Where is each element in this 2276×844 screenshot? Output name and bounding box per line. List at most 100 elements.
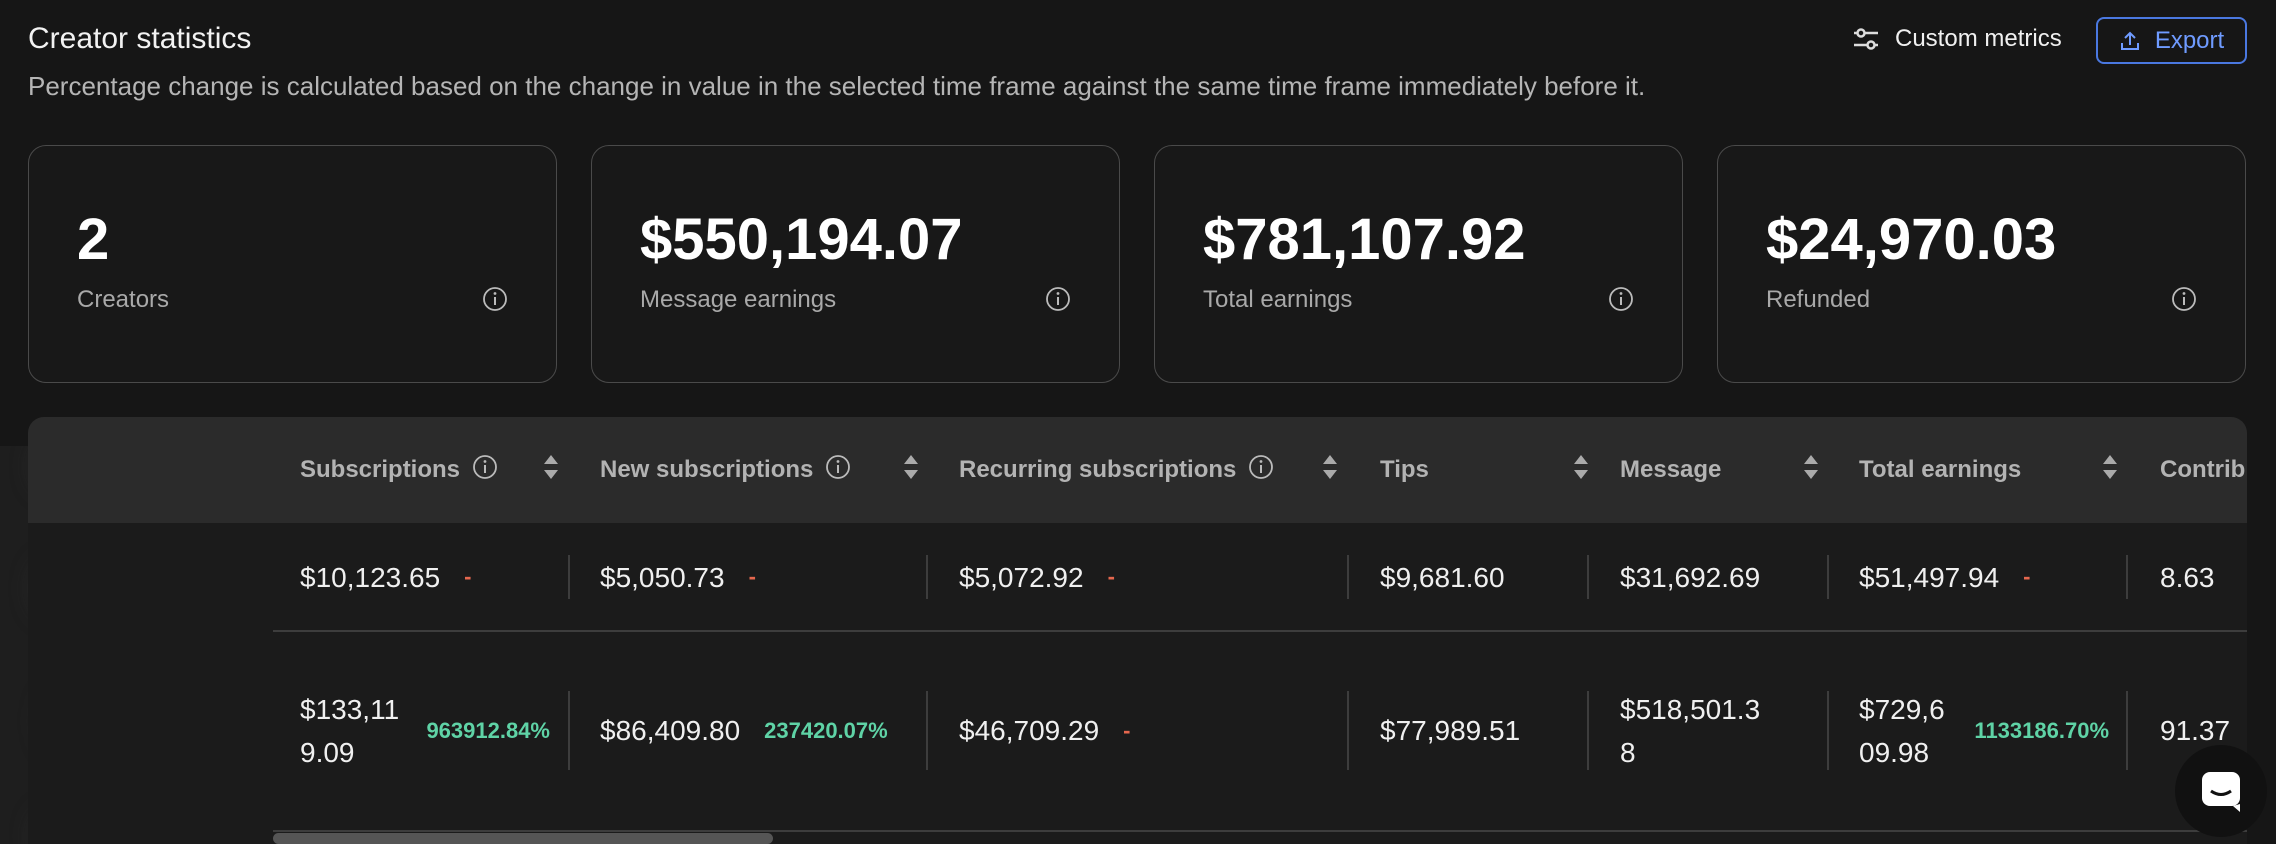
sort-icon[interactable]	[1321, 452, 1339, 482]
chat-icon	[2202, 772, 2240, 812]
sort-icon[interactable]	[1802, 452, 1820, 482]
column-header: Message	[1620, 417, 1820, 523]
table-cell: 91.37	[2160, 631, 2247, 830]
custom-metrics-label: Custom metrics	[1895, 25, 2062, 52]
column-divider	[1587, 690, 1589, 771]
row-divider	[273, 830, 2247, 832]
custom-metrics-button[interactable]: Custom metrics	[1851, 24, 2062, 54]
cell-value: $5,072.92	[959, 561, 1084, 593]
table-cell: $86,409.80 237420.07%	[600, 631, 910, 830]
column-title: New subscriptions	[600, 456, 814, 483]
stat-card: $24,970.03 Refunded	[1717, 145, 2246, 383]
cell-value: $31,692.69	[1620, 561, 1761, 593]
header-info	[825, 454, 851, 487]
card-value: 2	[77, 207, 110, 272]
column-title: Contrib	[2160, 456, 2246, 483]
column-header: Total earnings	[1859, 417, 2119, 523]
table-header: Subscriptions New subscriptions Recurring …	[28, 417, 2247, 523]
column-divider	[1347, 555, 1349, 599]
column-header: Tips	[1380, 417, 1590, 523]
column-title: Message	[1620, 456, 1722, 483]
info-icon[interactable]	[1608, 286, 1634, 312]
cell-value: 91.37	[2160, 715, 2231, 746]
sort-icon[interactable]	[902, 452, 920, 482]
card-value: $781,107.92	[1203, 207, 1526, 272]
header-info	[472, 454, 498, 487]
column-divider	[568, 555, 570, 599]
column-header: Subscriptions	[300, 417, 560, 523]
table-cell: $729,609.98 1133186.70%	[1859, 631, 2109, 830]
sort-icon[interactable]	[542, 452, 560, 482]
export-label: Export	[2154, 26, 2225, 54]
table-cell: $518,501.38	[1620, 631, 1810, 830]
cell-value: $729,609.98	[1859, 693, 1945, 768]
page-title: Creator statistics	[28, 22, 252, 55]
card-value: $550,194.07	[640, 207, 963, 272]
card-label: Total earnings	[1203, 286, 1353, 313]
cell-change: -	[1107, 564, 1115, 589]
column-divider	[2126, 690, 2128, 771]
cell-change: -	[464, 564, 472, 589]
cell-value: $518,501.38	[1620, 693, 1761, 768]
export-button[interactable]: Export	[2096, 17, 2247, 64]
column-title: Total earnings	[1859, 456, 2022, 483]
info-icon[interactable]	[472, 454, 498, 480]
scrollbar	[273, 833, 773, 844]
column-header: Contrib	[2160, 417, 2247, 523]
card-value: $24,970.03	[1766, 207, 2057, 272]
sort	[542, 452, 560, 489]
column-divider	[926, 555, 928, 599]
column-divider	[1587, 555, 1589, 599]
cell-change: -	[2023, 564, 2031, 589]
table-cell: $77,989.51	[1380, 631, 1580, 830]
table-cell: $133,119.09 963912.84%	[300, 631, 550, 830]
cell-value: $46,709.29	[959, 715, 1100, 746]
sort	[1572, 452, 1590, 489]
sort-icon[interactable]	[2101, 452, 2119, 482]
card-label: Creators	[77, 286, 170, 313]
sort	[2101, 452, 2119, 489]
info-icon[interactable]	[482, 286, 508, 312]
table-cell: 8.63	[2160, 523, 2247, 631]
column-title: Subscriptions	[300, 456, 461, 483]
table-cell: $46,709.29-	[959, 631, 1329, 830]
card-info	[482, 286, 508, 317]
sort-icon[interactable]	[1572, 452, 1590, 482]
table-cell: $5,050.73-	[600, 523, 910, 631]
cell-value: $9,681.60	[1380, 561, 1505, 593]
card-info	[1045, 286, 1071, 317]
stat-card: 2 Creators	[28, 145, 557, 383]
chat-button[interactable]	[2175, 745, 2267, 837]
table-cell: $9,681.60	[1380, 523, 1580, 631]
sort	[1802, 452, 1820, 489]
info-icon[interactable]	[1248, 454, 1274, 480]
stats-table: Subscriptions New subscriptions Recurring …	[28, 417, 2247, 844]
info-icon[interactable]	[2171, 286, 2197, 312]
column-header: Recurring subscriptions	[959, 417, 1339, 523]
column-divider	[926, 690, 928, 771]
cell-value: 8.63	[2160, 561, 2215, 593]
cell-value: $5,050.73	[600, 561, 725, 593]
table-cell: $51,497.94-	[1859, 523, 2109, 631]
cell-change: 1133186.70%	[1974, 717, 2109, 743]
cell-change: -	[748, 564, 756, 589]
card-label: Message earnings	[640, 286, 837, 313]
export-icon	[2120, 31, 2139, 50]
info-icon[interactable]	[1045, 286, 1071, 312]
table-cell: $10,123.65-	[300, 523, 550, 631]
column-header: New subscriptions	[600, 417, 920, 523]
info-icon[interactable]	[825, 454, 851, 480]
subtitle: Percentage change is calculated based on…	[28, 71, 1646, 101]
card-info	[2171, 286, 2197, 317]
header-info	[1248, 454, 1274, 487]
column-divider	[1827, 690, 1829, 771]
column-title: Tips	[1380, 456, 1429, 483]
cell-value: $77,989.51	[1380, 715, 1521, 746]
table-cell: $31,692.69	[1620, 523, 1810, 631]
row-divider	[273, 630, 2247, 632]
cell-value: $51,497.94	[1859, 561, 2000, 593]
cell-change: 963912.84%	[426, 717, 550, 743]
table-cell: $5,072.92-	[959, 523, 1329, 631]
column-divider	[1347, 690, 1349, 771]
